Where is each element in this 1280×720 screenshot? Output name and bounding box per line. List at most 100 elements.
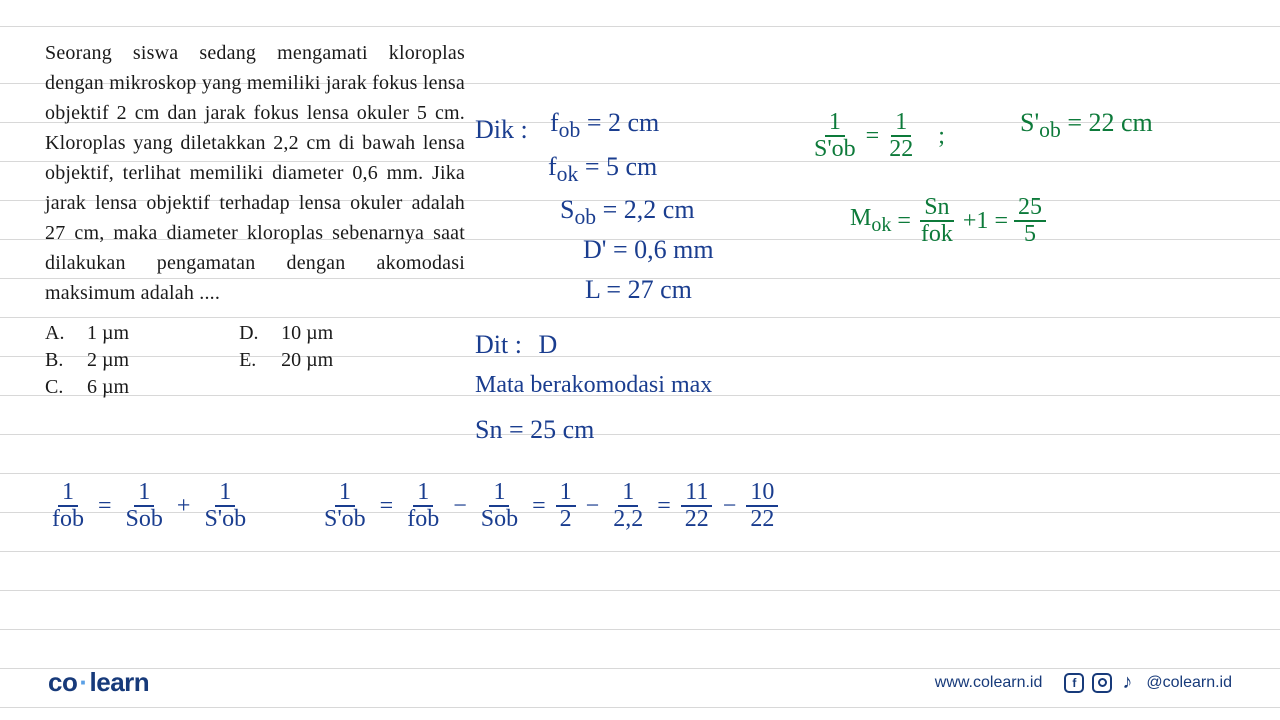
hand-dprime-val: = 0,6 mm (613, 235, 714, 264)
footer: co·learn www.colearn.id f @colearn.id (0, 667, 1280, 698)
hand-mok-m: M (850, 205, 871, 231)
brand-right: learn (90, 667, 150, 697)
hand-l: L = 27 cm (585, 275, 692, 305)
frac-top: 1 (58, 480, 78, 507)
option-e: E. 20 µm (239, 349, 333, 372)
hand-fok-f: f (548, 152, 557, 181)
hand-mok: Mok = Snfok +1 = 255 (850, 195, 1046, 247)
frac-bot: 22 (746, 507, 778, 532)
frac-bot: Sob (122, 507, 167, 532)
option-d: D. 10 µm (239, 322, 333, 345)
frac-top: 1 (134, 480, 154, 507)
hand-fob-val: = 2 cm (587, 108, 659, 137)
hand-green-frac1: 1S'ob = 122 ; (810, 110, 945, 162)
frac-top: 1 (618, 480, 638, 507)
hand-sob-s: S (560, 195, 574, 224)
frac-bot: S'ob (320, 507, 370, 532)
hand-fob-f: f (550, 108, 559, 137)
hand-fok-sub: ok (557, 162, 579, 186)
hand-sob-prime-result: S'ob = 22 cm (1020, 108, 1153, 143)
hand-dprime: D' = 0,6 mm (583, 235, 714, 265)
hand-dit: Dit : D (475, 330, 557, 360)
frac-bot: fob (48, 507, 88, 532)
frac-bot: S'ob (200, 507, 250, 532)
social-icons: f @colearn.id (1064, 673, 1232, 693)
social-handle: @colearn.id (1146, 674, 1232, 692)
frac-bot: 5 (1020, 222, 1040, 247)
brand-dot: · (79, 667, 87, 697)
options-col-left: A. 1 µm B. 2 µm C. 6 µm (45, 322, 129, 399)
hand-dprime-d: D' (583, 235, 606, 264)
frac-top: 1 (335, 480, 355, 507)
frac-top: 1 (489, 480, 509, 507)
hand-eq: = (532, 493, 546, 520)
hand-sn: Sn = 25 cm (475, 415, 594, 445)
option-value: 1 µm (87, 322, 129, 345)
frac-top: 10 (746, 480, 778, 507)
hand-eq: = (98, 493, 112, 520)
hand-fok-val: = 5 cm (585, 152, 657, 181)
frac-top: 25 (1014, 195, 1046, 222)
hand-plus: +1 (963, 208, 989, 235)
option-value: 2 µm (87, 349, 129, 372)
option-label: B. (45, 349, 69, 372)
hand-bottom-eq-left: 1fob = 1Sob + 1S'ob (48, 480, 250, 532)
hand-dit-label: Dit : (475, 330, 522, 359)
hand-sob-sub: ob (574, 205, 596, 229)
hand-eq: = (897, 208, 911, 235)
hand-eq: = (657, 493, 671, 520)
options-col-right: D. 10 µm E. 20 µm (239, 322, 333, 399)
hand-akomodasi: Mata berakomodasi max (475, 372, 712, 399)
hand-fob: fob = 2 cm (550, 108, 659, 143)
instagram-icon (1092, 673, 1112, 693)
frac-top: 1 (556, 480, 576, 507)
hand-l-val: = 27 cm (606, 275, 691, 304)
footer-right: www.colearn.id f @colearn.id (935, 673, 1232, 693)
footer-url: www.colearn.id (935, 674, 1043, 692)
problem-text: Seorang siswa sedang mengamati kloro­pla… (45, 38, 465, 308)
hand-mok-sub: ok (871, 214, 891, 236)
frac-bot: S'ob (810, 137, 860, 162)
frac-top: 1 (215, 480, 235, 507)
frac-top: 1 (413, 480, 433, 507)
frac-top: 1 (825, 110, 845, 137)
hand-eq: = (994, 208, 1008, 235)
frac-top: Sn (920, 195, 953, 222)
option-label: C. (45, 376, 69, 399)
hand-fob-sub: ob (559, 118, 581, 142)
hand-semi: ; (938, 123, 945, 150)
option-value: 10 µm (281, 322, 333, 345)
frac-bot: Sob (477, 507, 522, 532)
brand-left: co (48, 667, 77, 697)
option-value: 20 µm (281, 349, 333, 372)
frac-bot: fob (403, 507, 443, 532)
hand-bottom-eq-right: 1S'ob = 1fob − 1Sob = 12 − 12,2 = 1122 −… (320, 480, 778, 532)
option-value: 6 µm (87, 376, 129, 399)
frac-bot: fok (917, 222, 957, 247)
frac-bot: 22 (681, 507, 713, 532)
hand-eq: = (866, 123, 880, 150)
hand-sob: Sob = 2,2 cm (560, 195, 695, 230)
hand-sob-val: = 2,2 cm (603, 195, 695, 224)
tiktok-icon (1120, 673, 1138, 693)
hand-fok: fok = 5 cm (548, 152, 657, 187)
frac-bot: 2,2 (609, 507, 647, 532)
frac-bot: 22 (885, 137, 917, 162)
option-c: C. 6 µm (45, 376, 129, 399)
frac-top: 1 (891, 110, 911, 137)
frac-top: 11 (681, 480, 712, 507)
hand-minus: − (586, 493, 600, 520)
frac-bot: 2 (556, 507, 576, 532)
option-a: A. 1 µm (45, 322, 129, 345)
hand-sprime-val: = 22 cm (1067, 108, 1152, 137)
option-label: A. (45, 322, 69, 345)
hand-minus: − (453, 493, 467, 520)
hand-minus: − (723, 493, 737, 520)
hand-l-l: L (585, 275, 600, 304)
hand-sprime-sub: ob (1039, 118, 1061, 142)
option-b: B. 2 µm (45, 349, 129, 372)
hand-sprime: S' (1020, 108, 1039, 137)
brand-logo: co·learn (48, 667, 149, 698)
option-label: D. (239, 322, 263, 345)
facebook-icon: f (1064, 673, 1084, 693)
